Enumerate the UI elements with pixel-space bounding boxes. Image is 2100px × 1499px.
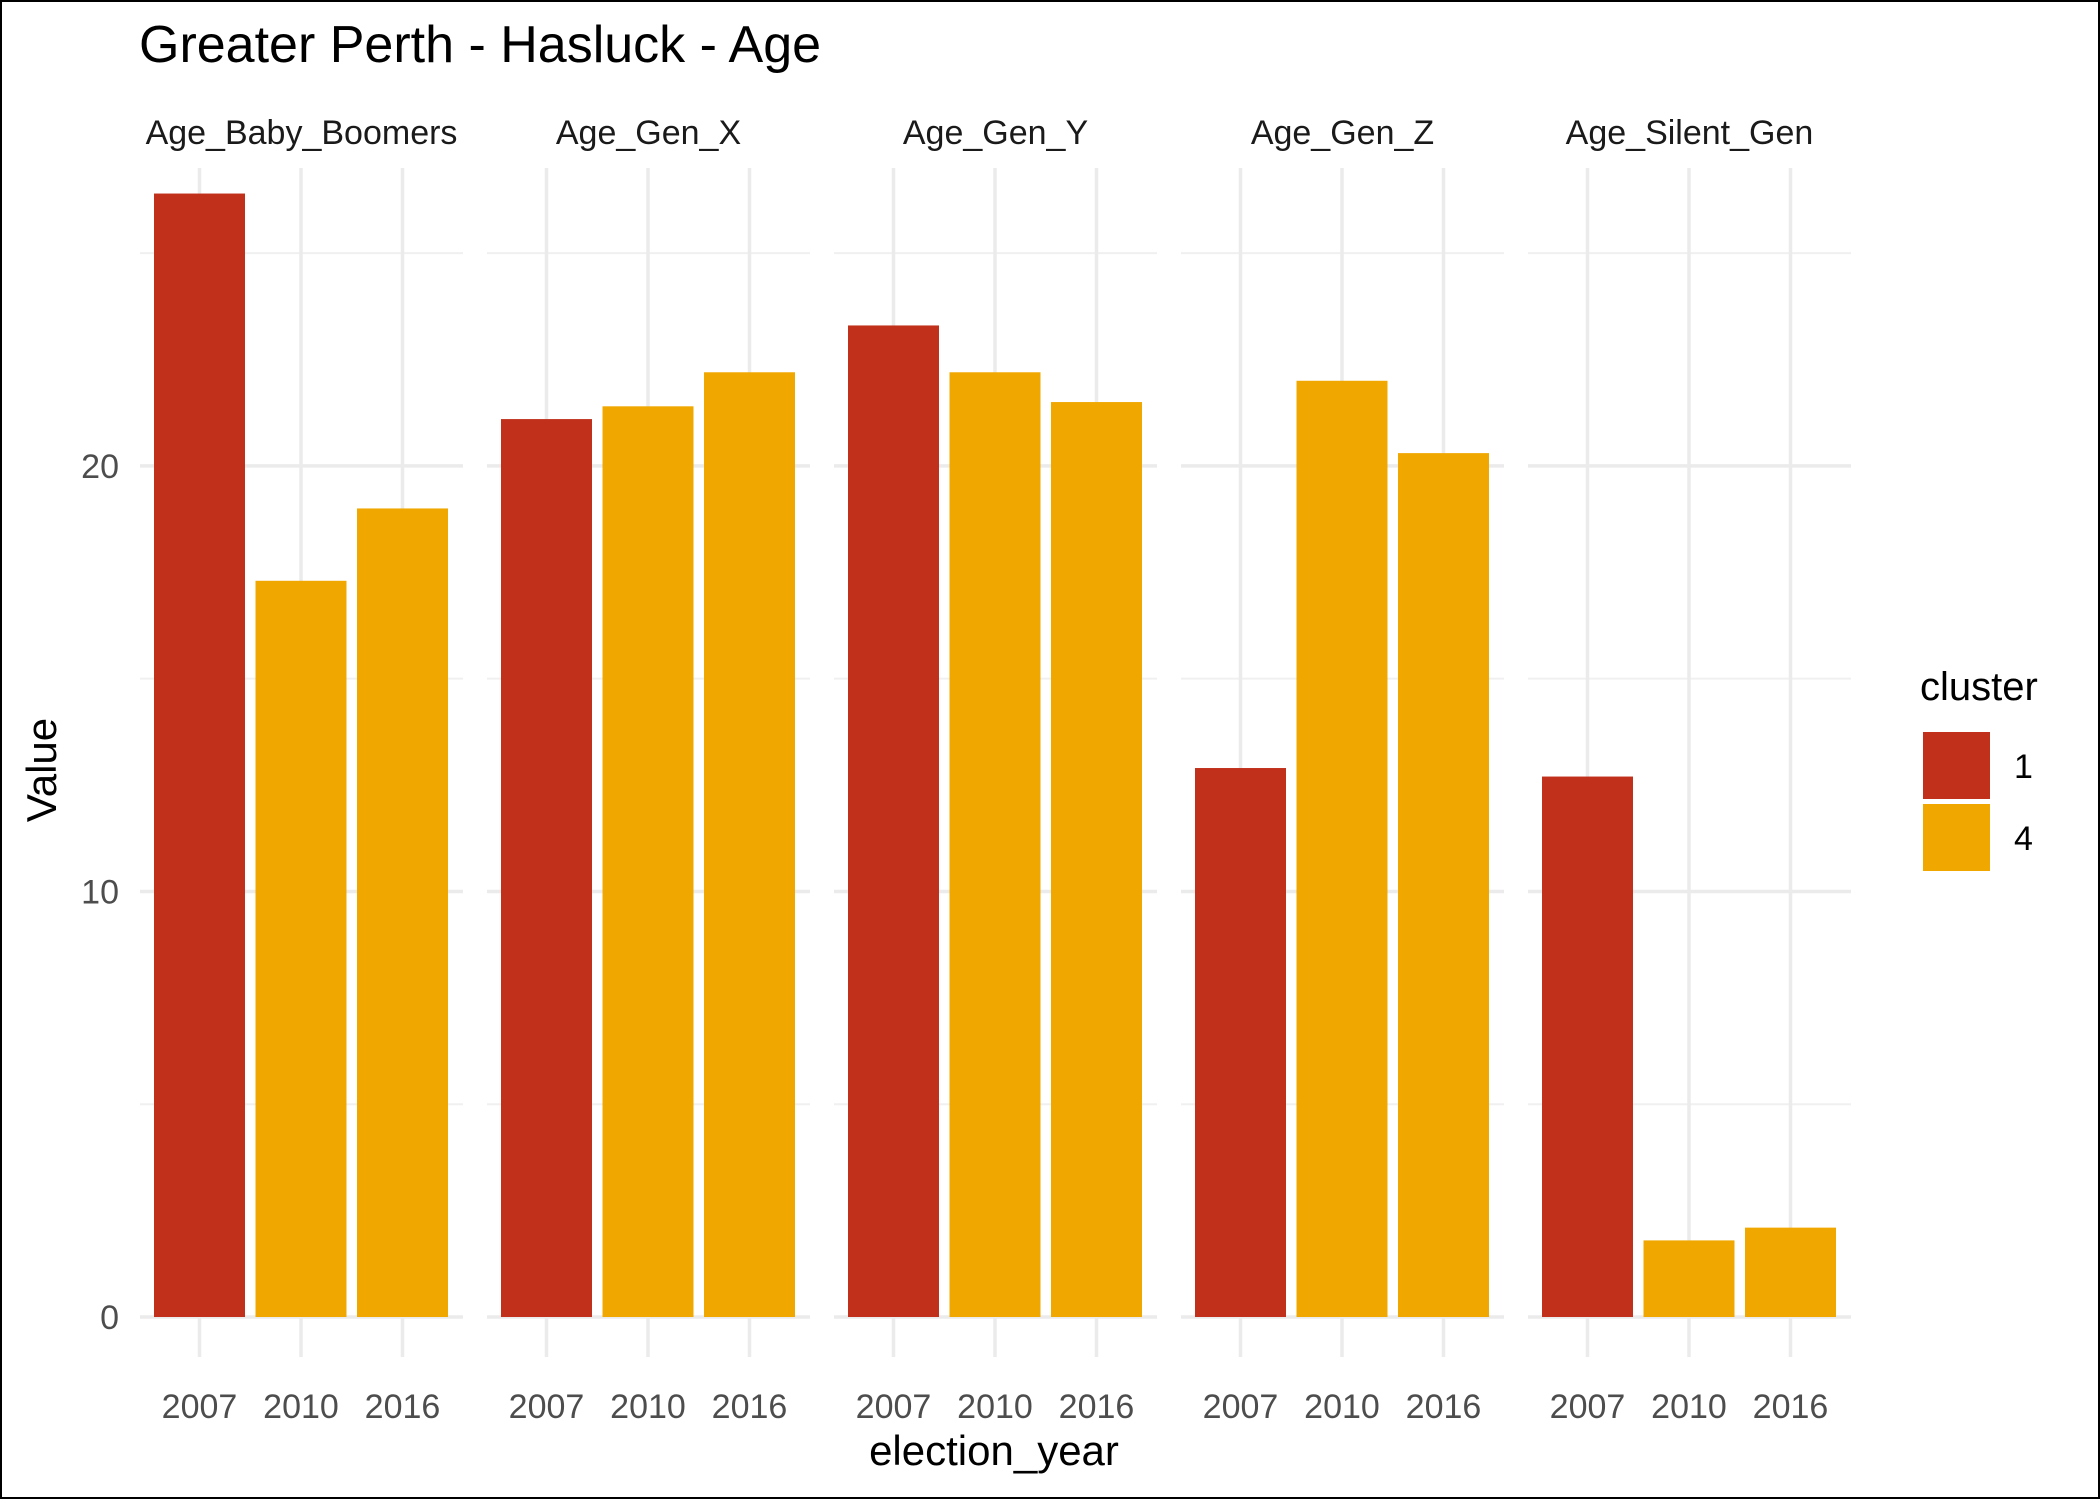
x-tick-label: 2007 bbox=[1203, 1388, 1279, 1426]
facet-strips: Age_Baby_Boomers Age_Gen_X Age_Gen_Y Age_Ge… bbox=[146, 114, 1814, 152]
bar-Age_Baby_Boomers-2007 bbox=[154, 193, 245, 1318]
x-axis-ticks: 2007 2010 2016 2007 2010 2016 2007 2010 2016 2007… bbox=[162, 1388, 1829, 1426]
legend-items: 14 bbox=[1923, 732, 2033, 871]
bar-Age_Silent_Gen-2007 bbox=[1542, 776, 1633, 1317]
facet-label: Age_Baby_Boomers bbox=[146, 114, 458, 152]
legend: cluster 14 bbox=[1920, 665, 2038, 871]
x-axis-title: election_year bbox=[869, 1427, 1119, 1474]
x-tick-label: 2007 bbox=[1550, 1388, 1626, 1426]
bar-Age_Gen_X-2010 bbox=[602, 406, 694, 1317]
bar-Age_Gen_Z-2010 bbox=[1296, 380, 1388, 1317]
bar-Age_Gen_Y-2007 bbox=[848, 325, 939, 1317]
bar-Age_Gen_Z-2007 bbox=[1195, 768, 1286, 1317]
x-tick-label: 2007 bbox=[856, 1388, 932, 1426]
facet-label: Age_Gen_Z bbox=[1251, 114, 1434, 152]
x-tick-label: 2016 bbox=[712, 1388, 788, 1426]
bar-Age_Silent_Gen-2010 bbox=[1643, 1240, 1735, 1317]
legend-title: cluster bbox=[1920, 665, 2038, 709]
bar-Age_Silent_Gen-2016 bbox=[1745, 1227, 1836, 1317]
x-tick-label: 2007 bbox=[162, 1388, 238, 1426]
x-tick-label: 2007 bbox=[509, 1388, 585, 1426]
x-tick-label: 2010 bbox=[263, 1388, 339, 1426]
legend-label: 4 bbox=[2014, 820, 2033, 858]
y-tick-label: 10 bbox=[81, 873, 119, 911]
y-tick-label: 0 bbox=[100, 1299, 119, 1337]
chart-title: Greater Perth - Hasluck - Age bbox=[139, 16, 821, 74]
bar-Age_Gen_Z-2016 bbox=[1398, 453, 1489, 1318]
legend-swatch bbox=[1923, 732, 1990, 799]
bar-Age_Baby_Boomers-2016 bbox=[357, 508, 448, 1317]
x-tick-label: 2010 bbox=[1651, 1388, 1727, 1426]
y-tick-label: 20 bbox=[81, 448, 119, 486]
bar-Age_Gen_X-2007 bbox=[501, 419, 592, 1318]
facet-label: Age_Silent_Gen bbox=[1566, 114, 1814, 152]
x-tick-label: 2016 bbox=[1059, 1388, 1135, 1426]
bar-Age_Gen_Y-2010 bbox=[949, 372, 1041, 1317]
bar-Age_Gen_Y-2016 bbox=[1051, 402, 1142, 1317]
x-tick-label: 2016 bbox=[1753, 1388, 1829, 1426]
facet-label: Age_Gen_Y bbox=[903, 114, 1088, 152]
x-tick-label: 2010 bbox=[1304, 1388, 1380, 1426]
legend-swatch bbox=[1923, 804, 1990, 871]
x-tick-label: 2016 bbox=[1406, 1388, 1482, 1426]
x-tick-label: 2016 bbox=[365, 1388, 441, 1426]
bar-Age_Baby_Boomers-2010 bbox=[255, 580, 347, 1317]
bar-Age_Gen_X-2016 bbox=[704, 372, 795, 1317]
x-tick-label: 2010 bbox=[610, 1388, 686, 1426]
y-axis-ticks: 0 10 20 bbox=[81, 448, 119, 1337]
x-tick-label: 2010 bbox=[957, 1388, 1033, 1426]
bars bbox=[154, 193, 1836, 1318]
legend-label: 1 bbox=[2014, 748, 2033, 786]
facet-label: Age_Gen_X bbox=[556, 114, 741, 152]
y-axis-title: Value bbox=[18, 718, 65, 822]
